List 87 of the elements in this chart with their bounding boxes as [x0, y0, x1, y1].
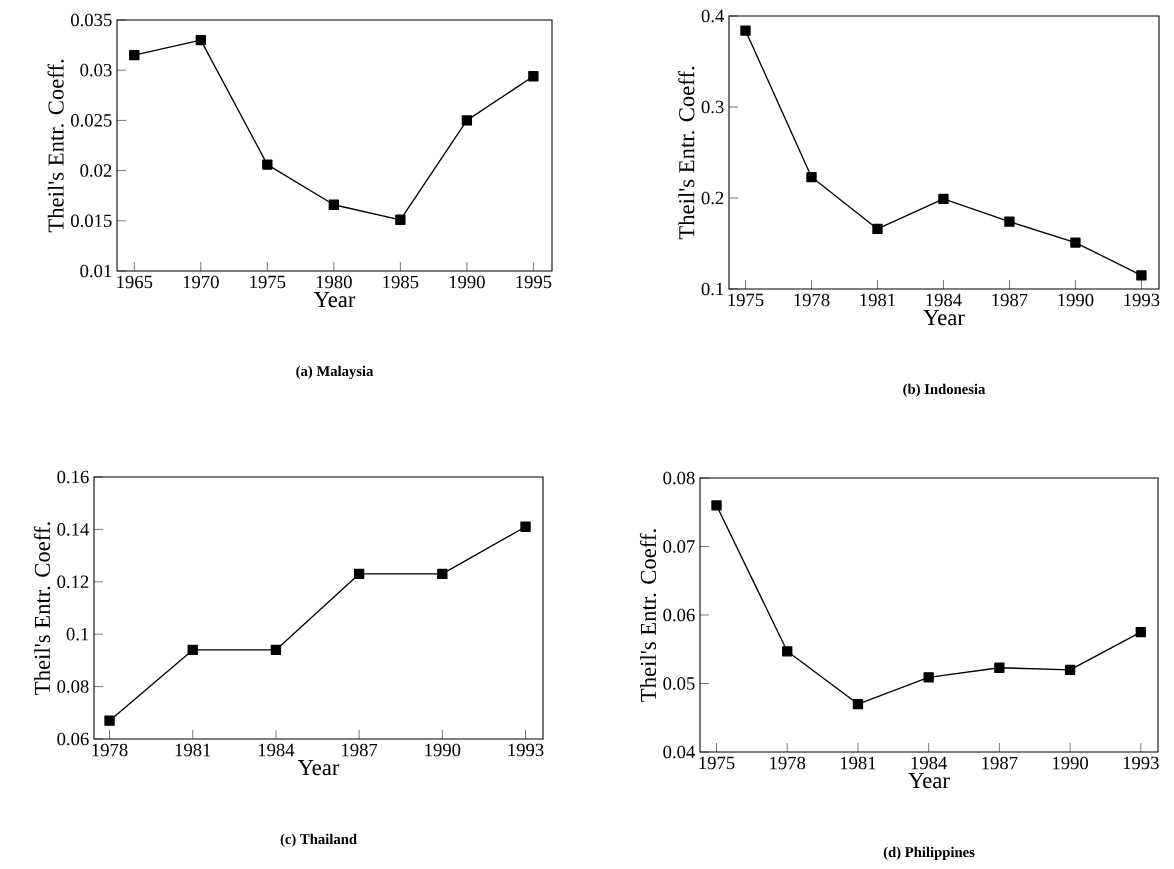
x-tick-label: 1978: [770, 756, 806, 770]
x-tick-label: 1990: [1058, 293, 1094, 307]
x-tick-label: 1975: [250, 275, 286, 289]
point: [328, 199, 340, 210]
text: (c) Thailand: [280, 833, 357, 847]
point: [270, 644, 282, 656]
y-tick-label: 0.3: [701, 100, 724, 114]
y-tick-label: 0.08: [57, 680, 89, 693]
x-tick-label: 1978: [92, 743, 128, 757]
y-tick-label: 0.05: [663, 677, 695, 690]
x-tick-label: 1981: [860, 293, 896, 307]
x-tick-label: 1993: [508, 743, 544, 757]
y-axis-title: Theil's Entr. Coeff.: [33, 522, 51, 695]
point: [1136, 270, 1147, 281]
y-tick-label: 0.2: [701, 191, 724, 205]
x-tick-label: 1981: [175, 743, 211, 757]
x-tick-label: 1970: [183, 275, 219, 289]
point: [262, 159, 273, 170]
y-tick-label: 0.08: [663, 471, 695, 485]
y-tick-label: 0.14: [57, 523, 90, 536]
x-tick-label: 1990: [425, 743, 461, 757]
x-tick-label: 1993: [1123, 756, 1159, 770]
y-tick-label: 0.16: [57, 470, 89, 484]
point: [806, 171, 817, 183]
point: [872, 223, 883, 235]
point: [520, 521, 531, 532]
y-tick-label: 0.06: [663, 608, 695, 622]
y-tick-label: 0.1: [701, 282, 724, 296]
x-tick-label: 1995: [516, 275, 552, 289]
x-tick-label: 1978: [794, 293, 830, 307]
point: [353, 568, 365, 580]
y-tick-label: 0.12: [57, 575, 89, 589]
point: [782, 646, 793, 657]
x-tick-label: 1987: [342, 743, 378, 757]
x-tick-label: 1981: [840, 756, 876, 770]
y-tick-label: 0.4: [701, 9, 725, 23]
point: [1004, 216, 1015, 227]
text: (b) Indonesia: [903, 383, 986, 397]
x-tick-label: 1965: [117, 275, 153, 289]
point: [1135, 626, 1146, 638]
y-tick-label: 0.025: [71, 114, 112, 127]
point: [395, 214, 406, 225]
point: [129, 49, 140, 61]
x-tick-label: 1980: [316, 275, 352, 289]
y-axis-title: Theil's Entr. Coeff.: [639, 529, 657, 702]
x-tick-label: 1975: [699, 756, 735, 770]
y-tick-label: 0.1: [66, 627, 89, 641]
point: [938, 193, 949, 205]
x-axis-title: Year: [923, 310, 965, 326]
point: [437, 568, 448, 580]
point: [1064, 664, 1076, 675]
point: [994, 662, 1005, 673]
point: [104, 715, 115, 726]
point: [852, 698, 864, 710]
point: [195, 34, 206, 46]
y-tick-label: 0.06: [57, 732, 89, 746]
y-tick-label: 0.035: [71, 13, 112, 27]
point: [528, 71, 539, 82]
x-tick-label: 1984: [926, 293, 962, 307]
x-tick-label: 1987: [982, 756, 1018, 770]
x-tick-label: 1984: [911, 756, 948, 770]
y-tick-label: 0.03: [80, 63, 112, 77]
text: (d) Philippines: [883, 846, 975, 860]
y-axis-title: Theil's Entr. Coeff.: [47, 59, 64, 233]
point: [923, 672, 934, 683]
x-tick-label: 1975: [728, 293, 764, 307]
x-axis-title: Year: [297, 760, 340, 776]
point: [711, 500, 722, 511]
x-tick-label: 1993: [1124, 293, 1160, 307]
y-axis-title: Theil's Entr. Coeff.: [678, 66, 695, 240]
x-tick-label: 1987: [992, 293, 1028, 307]
x-tick-label: 1984: [258, 743, 295, 757]
point: [187, 644, 198, 656]
y-tick-label: 0.04: [663, 745, 696, 759]
x-tick-label: 1990: [449, 275, 485, 289]
x-tick-label: 1990: [1053, 756, 1089, 770]
x-axis-title: Year: [313, 292, 356, 308]
y-tick-label: 0.07: [663, 540, 695, 553]
y-tick-label: 0.01: [80, 264, 112, 278]
point: [740, 25, 751, 36]
text: (a) Malaysia: [296, 365, 374, 380]
y-tick-label: 0.02: [80, 164, 112, 177]
x-tick-label: 1985: [383, 275, 419, 289]
point: [1070, 237, 1081, 248]
point: [461, 115, 473, 126]
x-axis-title: Year: [908, 773, 950, 789]
y-tick-label: 0.015: [71, 214, 112, 228]
